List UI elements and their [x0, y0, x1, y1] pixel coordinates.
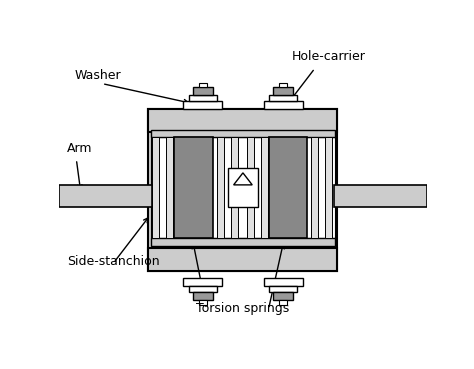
Bar	[151, 137, 335, 238]
Bar	[268, 137, 307, 238]
Bar	[151, 130, 335, 137]
Bar	[189, 286, 217, 292]
Bar	[199, 300, 207, 304]
Bar	[166, 137, 173, 238]
Bar	[230, 137, 237, 238]
Bar	[148, 109, 337, 132]
Bar	[273, 292, 293, 300]
Bar	[264, 101, 302, 109]
Bar	[264, 278, 302, 286]
Bar	[334, 185, 427, 207]
Bar	[199, 83, 207, 87]
Bar	[325, 137, 332, 238]
Bar	[152, 137, 159, 238]
Bar	[151, 238, 335, 246]
Text: Side-stanchion: Side-stanchion	[67, 255, 160, 268]
Text: Arm: Arm	[67, 142, 92, 155]
Bar	[183, 101, 222, 109]
Bar	[183, 278, 222, 286]
Text: Torsion springs: Torsion springs	[196, 301, 290, 314]
Bar	[217, 137, 224, 238]
Bar	[269, 95, 297, 101]
Bar	[192, 87, 213, 95]
Bar	[279, 83, 287, 87]
Bar	[192, 292, 213, 300]
Bar	[59, 185, 152, 207]
Bar	[269, 286, 297, 292]
Bar	[279, 300, 287, 304]
Bar	[148, 109, 337, 270]
Bar	[228, 168, 258, 207]
Text: Hole-carrier: Hole-carrier	[292, 50, 365, 63]
Bar	[273, 87, 293, 95]
Bar	[311, 137, 318, 238]
Bar	[148, 248, 337, 270]
Text: Washer: Washer	[75, 69, 121, 82]
Bar	[174, 137, 213, 238]
Bar	[189, 95, 217, 101]
Bar	[247, 137, 254, 238]
Bar	[261, 137, 268, 238]
